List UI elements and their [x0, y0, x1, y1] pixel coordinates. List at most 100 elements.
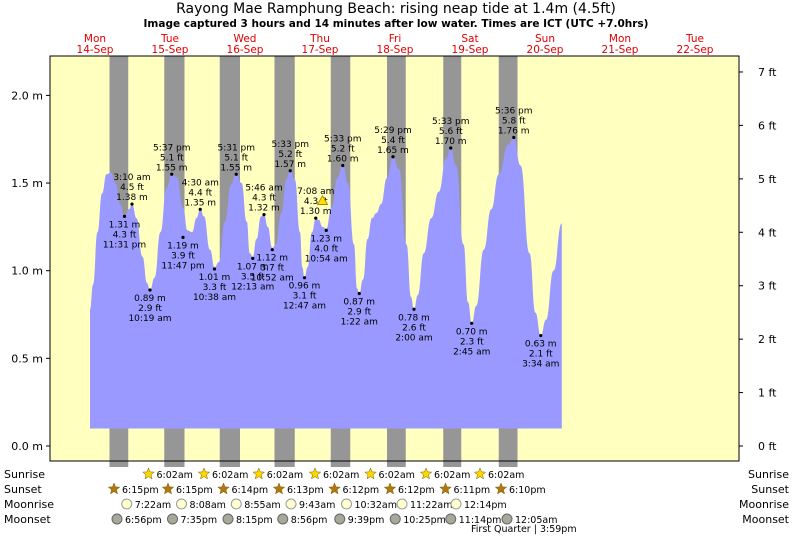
moonrise-icon	[230, 498, 242, 510]
extreme-label: 1.30 m	[300, 207, 332, 217]
extreme-label: 2:00 am	[395, 333, 432, 343]
day-date: 22-Sep	[677, 44, 714, 56]
extreme-label: 4.3 ft	[113, 230, 137, 240]
extreme-label: 5.6 ft	[439, 127, 463, 137]
extreme-point	[357, 291, 361, 296]
extreme-label: 5.8 ft	[502, 116, 526, 126]
sunset-icon	[328, 482, 341, 495]
y-left-tick-label: 0.0 m	[11, 440, 43, 453]
extreme-label: 5.2 ft	[278, 150, 302, 160]
moonset-icon	[445, 513, 457, 525]
extreme-label: 4.5 ft	[120, 183, 144, 193]
row-label-right: Sunrise	[748, 468, 789, 481]
extreme-point	[470, 321, 474, 325]
current-tide-marker	[316, 194, 329, 205]
row-label-right: Moonset	[742, 513, 789, 526]
moonset-time: 12:05am	[515, 515, 557, 526]
day-date: 14-Sep	[77, 44, 114, 56]
extreme-point	[130, 202, 134, 206]
day-name: Thu	[309, 33, 330, 45]
extreme-point	[341, 163, 345, 168]
extreme-point	[262, 213, 266, 217]
extreme-label: 2.3 ft	[460, 337, 484, 347]
extreme-label: 5:29 pm	[374, 126, 412, 136]
extreme-label: 1.19 m	[167, 241, 199, 251]
sunrise-time: 6:02am	[379, 470, 415, 481]
extreme-point	[449, 146, 453, 150]
extreme-point	[251, 256, 255, 261]
moonset-icon	[222, 513, 234, 525]
sunset-icon	[217, 482, 230, 495]
day-headers: Mon14-SepTue15-SepWed16-SepThu17-SepFri1…	[77, 33, 714, 56]
day-date: 18-Sep	[377, 44, 414, 56]
extreme-label: 1.57 m	[274, 160, 306, 170]
extreme-label: 12:47 am	[283, 302, 326, 312]
y-left-tick-label: 2.0 m	[11, 89, 43, 102]
sunset-time: 6:11pm	[454, 485, 491, 496]
sunset-time: 6:15pm	[176, 485, 213, 496]
sunset-time: 6:14pm	[232, 485, 269, 496]
extreme-label: 1.60 m	[327, 155, 359, 165]
extreme-label: 4.3 ft	[252, 194, 276, 204]
sunset-icon	[383, 482, 397, 495]
y-right-tick-label: 3 ft	[758, 280, 777, 293]
day-date: 20-Sep	[527, 44, 564, 56]
sunrise-time: 6:02am	[157, 470, 193, 481]
sunrise-icon	[473, 467, 487, 480]
extreme-point	[539, 333, 543, 338]
extreme-label: 1.70 m	[435, 137, 467, 147]
y-right-tick-label: 7 ft	[758, 66, 777, 79]
extreme-label: 0.87 m	[343, 297, 375, 307]
moonset-icon	[111, 513, 123, 525]
moonrise-icon	[121, 498, 133, 510]
extreme-label: 2:45 am	[453, 347, 490, 357]
extreme-label: 1.07 m	[237, 262, 269, 272]
extreme-point	[314, 216, 318, 220]
day-name: Wed	[234, 33, 257, 45]
chart-subtitle: Image captured 3 hours and 14 minutes af…	[144, 18, 649, 30]
extreme-label: 4.0 ft	[314, 244, 338, 254]
extreme-point	[148, 288, 152, 292]
moonset-time: 8:15pm	[236, 515, 273, 526]
extreme-label: 3:10 am	[113, 173, 150, 183]
row-label-right: Sunset	[751, 483, 789, 496]
sunrise-icon	[419, 467, 433, 480]
y-left-tick-label: 1.5 m	[11, 177, 43, 190]
extreme-label: 1:22 am	[341, 317, 378, 327]
extreme-point	[122, 214, 127, 218]
extreme-label: 10:19 am	[128, 314, 171, 324]
extreme-label: 2.1 ft	[529, 350, 553, 360]
extreme-label: 1.23 m	[310, 234, 342, 244]
moonset-icon	[501, 513, 513, 525]
moonset-time: 7:35pm	[181, 515, 218, 526]
extreme-label: 5:33 pm	[324, 135, 362, 145]
sunrise-icon	[364, 467, 377, 480]
extreme-point	[302, 276, 307, 280]
moonset-time: 10:25pm	[403, 515, 446, 526]
sun-moon-rows: Sunrise Sunrise Sunset Sunset Moonrise Moonri…	[4, 467, 790, 535]
moonrise-time: 7:22am	[135, 500, 171, 511]
moonset-time: 6:56pm	[125, 515, 162, 526]
sunset-time: 6:15pm	[122, 485, 159, 496]
extreme-label: 1.01 m	[199, 273, 231, 283]
extreme-label: 10:38 am	[193, 293, 236, 303]
sunrise-icon	[197, 467, 211, 480]
extreme-label: 12:13 am	[231, 282, 274, 292]
sunrise-icon	[308, 467, 322, 480]
moonrise-icon	[285, 498, 297, 510]
sunrise-icon	[252, 467, 266, 480]
extreme-label: 10:52 am	[251, 274, 294, 284]
extreme-point	[288, 169, 292, 173]
day-name: Tue	[685, 33, 704, 45]
y-right-tick-label: 6 ft	[758, 119, 777, 132]
sunset-icon	[494, 482, 508, 495]
moonset-icon	[334, 513, 346, 525]
day-date: 17-Sep	[302, 44, 339, 56]
row-label-right: Moonrise	[739, 498, 789, 511]
sunrise-time: 6:02am	[323, 470, 359, 481]
extreme-label: 5:46 am	[245, 184, 282, 194]
moonset-time: 9:39pm	[348, 515, 385, 526]
y-axis-left: 0.0 m 0.5 m 1.0 m 1.5 m 2.0 m	[11, 89, 50, 453]
